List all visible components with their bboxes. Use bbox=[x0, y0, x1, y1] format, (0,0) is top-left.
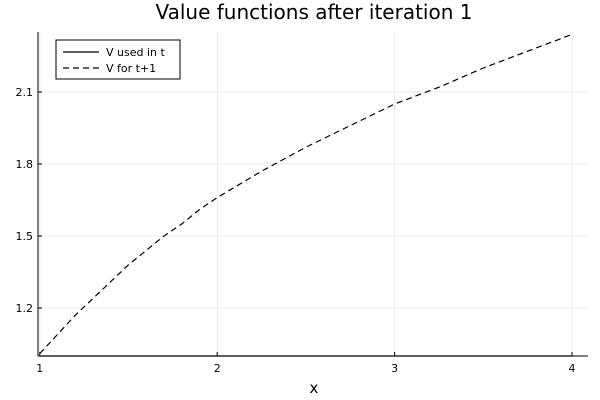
legend: V used in t V for t+1 bbox=[55, 39, 181, 80]
y-tick-label: 2.1 bbox=[16, 86, 34, 99]
x-tick-label: 2 bbox=[214, 362, 221, 375]
grid bbox=[38, 32, 588, 356]
y-tick-label: 1.2 bbox=[16, 302, 34, 315]
x-tick-label: 1 bbox=[36, 362, 43, 375]
y-tick-label: 1.5 bbox=[16, 230, 34, 243]
chart-title: Value functions after iteration 1 bbox=[155, 0, 472, 24]
legend-box bbox=[55, 39, 181, 80]
series-line-v-for-t-plus-1 bbox=[39, 33, 573, 355]
y-tick-label: 1.8 bbox=[16, 158, 34, 171]
legend-label-v-for-t-plus-1: V for t+1 bbox=[106, 62, 156, 75]
series-lines bbox=[39, 33, 573, 357]
legend-label-v-used-in-t: V used in t bbox=[106, 46, 165, 59]
x-tick-label: 4 bbox=[569, 362, 576, 375]
x-tick-label: 3 bbox=[391, 362, 398, 375]
axes bbox=[37, 32, 588, 357]
tick-labels: 1 2 3 4 1.2 1.5 1.8 2.1 bbox=[16, 86, 576, 375]
x-axis-label: x bbox=[310, 379, 319, 397]
